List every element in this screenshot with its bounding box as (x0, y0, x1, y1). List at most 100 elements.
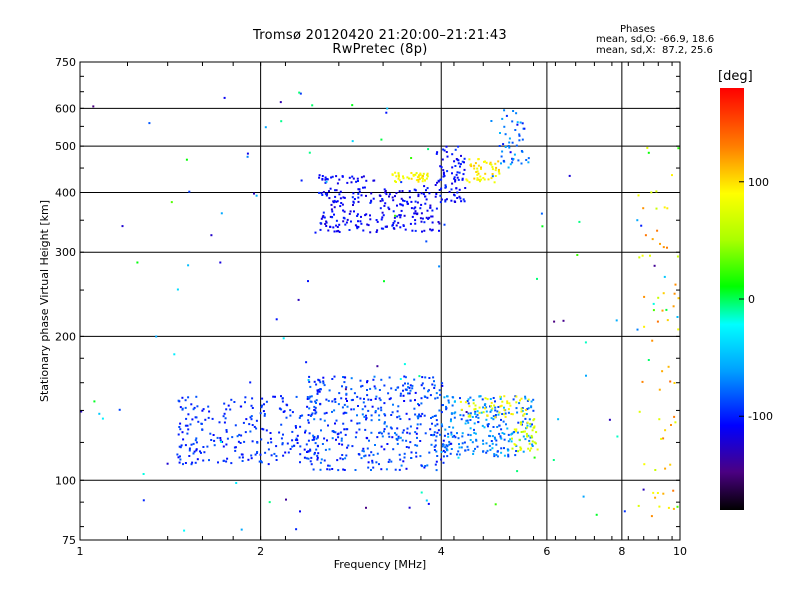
data-point (442, 173, 445, 176)
data-point (440, 423, 443, 426)
data-point (240, 434, 243, 437)
data-point (355, 180, 358, 183)
data-point (375, 219, 378, 221)
data-point (323, 437, 326, 440)
data-point (467, 433, 470, 436)
data-point (264, 126, 267, 129)
data-point (435, 419, 438, 422)
data-point (500, 447, 503, 450)
data-point (445, 407, 448, 410)
data-point (442, 404, 444, 406)
data-point (342, 468, 345, 471)
data-point (398, 415, 401, 418)
data-point (518, 139, 521, 142)
data-point (376, 220, 379, 223)
data-point (467, 402, 470, 405)
data-point (677, 147, 680, 150)
data-point (489, 410, 492, 413)
data-point (352, 408, 355, 411)
data-point (331, 468, 334, 470)
data-point (285, 498, 287, 501)
data-point (520, 162, 523, 165)
data-point (261, 404, 263, 407)
data-point (313, 451, 316, 454)
data-point (314, 231, 317, 234)
data-point (396, 215, 399, 218)
data-point (435, 469, 438, 472)
data-point (451, 166, 454, 169)
data-point (181, 408, 184, 411)
data-point (431, 221, 434, 224)
data-point (357, 196, 360, 199)
data-point (407, 392, 409, 395)
data-point (638, 256, 641, 259)
data-point (225, 443, 228, 446)
data-point (329, 225, 332, 228)
data-point (367, 398, 370, 401)
data-point (489, 448, 492, 451)
data-point (182, 463, 184, 466)
data-point (308, 432, 311, 435)
data-point (498, 432, 501, 435)
data-point (465, 411, 468, 413)
data-point (512, 158, 515, 160)
data-point (177, 399, 180, 402)
data-point (524, 397, 527, 400)
data-point (541, 225, 544, 228)
data-point (344, 388, 347, 391)
data-point (507, 145, 510, 147)
data-point (278, 431, 281, 434)
data-point (667, 506, 670, 509)
plot-frame (79, 61, 681, 541)
data-point (426, 209, 429, 212)
data-point (218, 421, 221, 424)
data-point (428, 216, 431, 219)
data-point (369, 201, 372, 204)
data-point (441, 382, 444, 385)
data-point (429, 204, 432, 207)
data-point (403, 375, 406, 378)
data-point (490, 409, 493, 412)
data-point (388, 458, 391, 461)
data-point (664, 429, 667, 432)
data-point (499, 398, 502, 400)
data-point (226, 437, 229, 440)
data-point (655, 207, 658, 210)
data-point (649, 254, 651, 257)
data-point (322, 382, 325, 385)
data-point (390, 387, 393, 390)
data-point (641, 254, 644, 257)
data-point (399, 216, 402, 219)
data-point (343, 469, 346, 471)
data-point (482, 406, 485, 409)
data-point (672, 489, 675, 492)
data-point (409, 441, 412, 444)
data-point (333, 213, 335, 216)
data-point (436, 423, 439, 426)
data-point (244, 396, 247, 399)
data-point (322, 191, 325, 194)
data-point (233, 401, 236, 403)
data-point (401, 204, 404, 207)
data-point (435, 450, 438, 453)
data-point (451, 182, 454, 185)
data-point (307, 421, 310, 424)
data-point (194, 439, 197, 442)
data-point (476, 410, 479, 413)
y-tick-label: 400 (55, 186, 76, 199)
data-point (433, 449, 436, 451)
data-point (642, 207, 645, 210)
data-point (454, 180, 457, 183)
data-point (444, 451, 447, 454)
data-point (523, 127, 526, 130)
data-point (485, 410, 488, 413)
data-point (490, 163, 493, 166)
data-point (480, 168, 482, 170)
data-point (387, 461, 390, 463)
data-point (330, 208, 333, 211)
data-point (494, 175, 497, 177)
data-point (441, 158, 444, 161)
data-point (674, 421, 677, 424)
data-point (447, 435, 450, 438)
data-point (489, 161, 492, 164)
